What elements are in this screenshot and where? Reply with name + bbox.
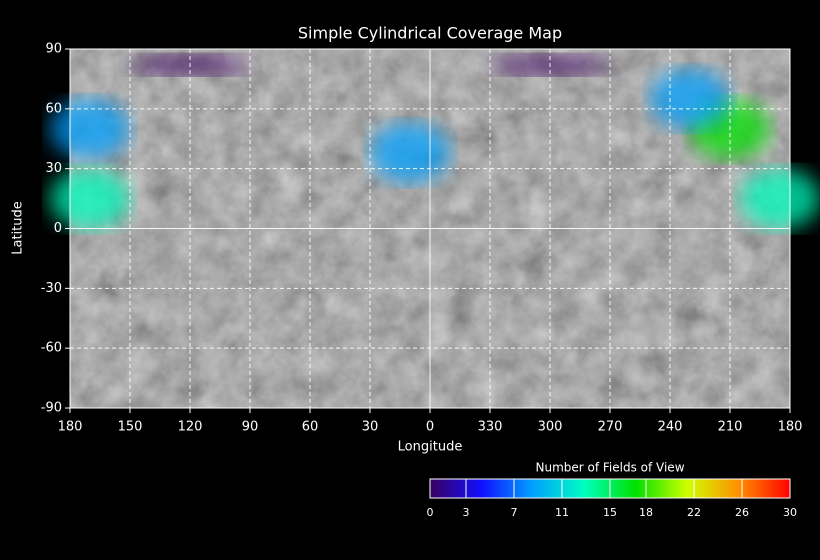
colorbar-tick-label: 0: [427, 506, 434, 519]
coverage-region: [50, 98, 130, 159]
coverage-region: [50, 168, 130, 229]
x-tick-label: 180: [58, 420, 83, 435]
x-tick-label: 60: [302, 420, 319, 435]
x-tick-label: 90: [242, 420, 259, 435]
coverage-region: [740, 168, 820, 229]
y-tick-label: 30: [45, 161, 62, 176]
title: Simple Cylindrical Coverage Map: [298, 24, 562, 43]
x-tick-label: 150: [118, 420, 143, 435]
colorbar-tick-label: 7: [511, 506, 518, 519]
colorbar-tick-label: 30: [783, 506, 797, 519]
x-tick-label: 180: [778, 420, 803, 435]
colorbar-tick-label: 15: [603, 506, 617, 519]
x-tick-label: 120: [178, 420, 203, 435]
x-axis-label: Longitude: [398, 440, 463, 455]
x-tick-label: 210: [718, 420, 743, 435]
y-tick-label: -90: [41, 401, 62, 416]
y-tick-label: 60: [45, 101, 62, 116]
colorbar-label: Number of Fields of View: [535, 461, 684, 475]
y-tick-label: 90: [45, 42, 62, 57]
coverage-region: [650, 68, 730, 129]
x-tick-label: 240: [658, 420, 683, 435]
colorbar-tick-label: 3: [463, 506, 470, 519]
colorbar-tick-label: 22: [687, 506, 701, 519]
colorbar-tick-label: 11: [555, 506, 569, 519]
colorbar-tick-label: 26: [735, 506, 749, 519]
x-tick-label: 300: [538, 420, 563, 435]
x-tick-label: 0: [426, 420, 434, 435]
coverage-region: [370, 122, 450, 183]
x-tick-label: 270: [598, 420, 623, 435]
x-tick-label: 30: [362, 420, 379, 435]
colorbar-tick-label: 18: [639, 506, 653, 519]
y-axis-label: Latitude: [11, 201, 26, 255]
y-tick-label: 0: [54, 221, 62, 236]
y-tick-label: -60: [41, 341, 62, 356]
x-tick-label: 330: [478, 420, 503, 435]
y-tick-label: -30: [41, 281, 62, 296]
